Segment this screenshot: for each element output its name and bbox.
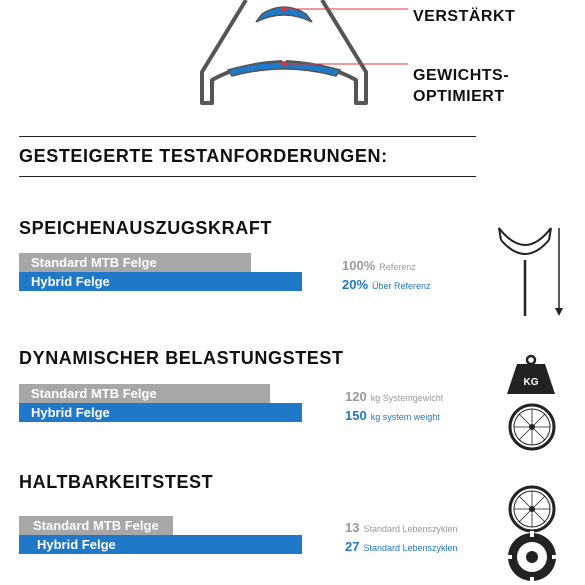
bar-standard-durability: Standard MTB Felge — [19, 516, 173, 535]
section-title-dynamic-load: DYNAMISCHER BELASTUNGSTEST — [19, 348, 344, 368]
bar-hybrid-durability: Hybrid Felge — [19, 535, 302, 554]
section-title-durability: HALTBARKEITSTEST — [19, 472, 214, 492]
bar-hybrid-dynamic-load: Hybrid Felge — [19, 403, 302, 422]
spoke-pull-icon — [498, 227, 563, 316]
bar-hybrid-spoke-pull: Hybrid Felge — [19, 272, 302, 291]
section-title-spoke-pull: SPEICHENAUSZUGSKRAFT — [19, 218, 273, 238]
value-hybrid-spoke-pull: 20% Über Referenz — [342, 277, 431, 292]
divider-top — [19, 136, 476, 137]
weight-optimized-zone — [226, 61, 342, 77]
svg-text:KG: KG — [524, 377, 539, 388]
bar-standard-spoke-pull: Standard MTB Felge — [19, 253, 251, 272]
weight-icon: KG — [507, 354, 555, 394]
reinforced-zone — [255, 6, 313, 23]
value-hybrid-dynamic-load: 150 kg system weight — [345, 408, 440, 423]
value-standard-spoke-pull: 100% Referenz — [342, 258, 416, 273]
main-heading: GESTEIGERTE TESTANFORDERUNGEN: — [19, 146, 388, 166]
value-standard-dynamic-load: 120 kg Systemgewicht — [345, 389, 444, 404]
label-reinforced: VERSTÄRKT — [413, 8, 516, 25]
divider-bottom — [19, 176, 476, 177]
label-weight-optimized-line2: OPTIMIERT — [413, 88, 505, 105]
test-roller-icon — [506, 531, 558, 583]
wheel-icon-durability — [508, 485, 556, 533]
rim-cross-section-illustration — [200, 0, 408, 105]
wheel-icon — [508, 403, 556, 451]
label-weight-optimized-line1: GEWICHTS- — [413, 67, 510, 84]
value-hybrid-durability: 27 Standard Lebenszyklen — [345, 539, 458, 554]
value-standard-durability: 13 Standard Lebenszyklen — [345, 520, 458, 535]
bar-standard-dynamic-load: Standard MTB Felge — [19, 384, 270, 403]
